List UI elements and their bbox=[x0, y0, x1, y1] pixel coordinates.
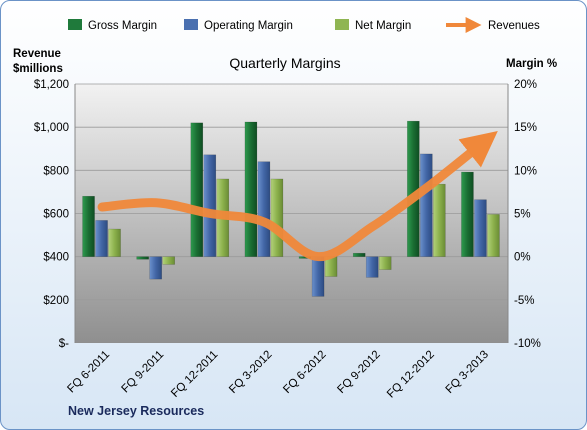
bar-gross-margin bbox=[82, 195, 95, 257]
bar-operating-margin bbox=[257, 161, 271, 257]
bar-operating-margin bbox=[311, 256, 325, 297]
bar-gross-margin bbox=[244, 121, 258, 257]
right-axis-label: Margin % bbox=[506, 58, 557, 70]
revenue-line-group bbox=[97, 130, 498, 262]
right-tick-label: 15% bbox=[514, 122, 537, 134]
left-tick-label: $600 bbox=[43, 209, 69, 221]
left-tick-label: $800 bbox=[43, 165, 69, 177]
legend-revenues: Revenues bbox=[488, 20, 540, 32]
bar-operating-margin bbox=[95, 220, 108, 257]
left-axis-ticks: $- $200 $400 $600 $800 $1,000 $1,200 bbox=[34, 79, 69, 350]
legend-swatch-operating-margin bbox=[184, 19, 198, 30]
x-tick-label: FQ 3-2012 bbox=[227, 349, 274, 396]
bar-gross-margin bbox=[461, 171, 474, 257]
right-tick-label: -10% bbox=[514, 338, 541, 350]
bar-gross-margin bbox=[190, 122, 204, 257]
bar-gross-margin bbox=[352, 252, 366, 257]
chart-title: Quarterly Margins bbox=[229, 55, 340, 71]
x-tick-label: FQ 9-2012 bbox=[335, 349, 382, 396]
x-tick-label: FQ 6-2012 bbox=[281, 349, 328, 396]
company-name: New Jersey Resources bbox=[68, 404, 204, 418]
bar-net-margin bbox=[270, 178, 284, 257]
legend-operating-margin: Operating Margin bbox=[204, 20, 293, 32]
right-tick-label: 5% bbox=[514, 209, 531, 221]
left-tick-label: $- bbox=[59, 338, 69, 350]
bar-net-margin bbox=[433, 183, 446, 257]
x-axis-labels: FQ 6-2011 FQ 9-2011 FQ 12-2011 FQ 3-2012 FQ … bbox=[65, 349, 491, 401]
x-tick-label: FQ 9-2011 bbox=[120, 349, 167, 396]
bar-operating-margin bbox=[420, 153, 433, 257]
x-tick-label: FQ 12-2011 bbox=[169, 349, 220, 400]
bar-net-margin bbox=[487, 214, 500, 257]
bar-operating-margin bbox=[149, 256, 162, 280]
left-axis-label-line1: Revenue bbox=[13, 48, 61, 60]
bars-group bbox=[82, 120, 500, 297]
bar-net-margin bbox=[108, 228, 121, 257]
left-tick-label: $400 bbox=[43, 252, 69, 264]
right-tick-label: -5% bbox=[514, 295, 534, 307]
revenue-line bbox=[97, 130, 498, 262]
x-tick-label: FQ 6-2011 bbox=[65, 349, 112, 396]
bar-gross-margin bbox=[407, 120, 420, 257]
right-axis-ticks: -10% -5% 0% 5% 10% 15% 20% bbox=[514, 79, 541, 350]
left-tick-label: $1,000 bbox=[34, 122, 69, 134]
bar-gross-margin bbox=[136, 256, 149, 260]
left-axis-label-line2: $millions bbox=[13, 63, 63, 75]
right-tick-label: 10% bbox=[514, 165, 537, 177]
bar-net-margin bbox=[162, 256, 175, 265]
bar-operating-margin bbox=[203, 154, 217, 257]
x-tick-label: FQ 3-2013 bbox=[444, 349, 491, 396]
left-tick-label: $200 bbox=[43, 295, 69, 307]
legend: Gross Margin Operating Margin Net Margin… bbox=[68, 17, 540, 33]
right-tick-label: 0% bbox=[514, 252, 531, 264]
legend-net-margin: Net Margin bbox=[355, 20, 411, 32]
bar-net-margin bbox=[378, 256, 392, 270]
bar-operating-margin bbox=[474, 199, 487, 257]
right-tick-label: 20% bbox=[514, 79, 537, 91]
legend-gross-margin: Gross Margin bbox=[88, 20, 157, 32]
bar-operating-margin bbox=[365, 256, 379, 278]
x-tick-label: FQ 12-2012 bbox=[385, 349, 437, 401]
legend-swatch-net-margin bbox=[335, 19, 349, 30]
legend-swatch-gross-margin bbox=[68, 19, 82, 30]
left-tick-label: $1,200 bbox=[34, 79, 69, 91]
